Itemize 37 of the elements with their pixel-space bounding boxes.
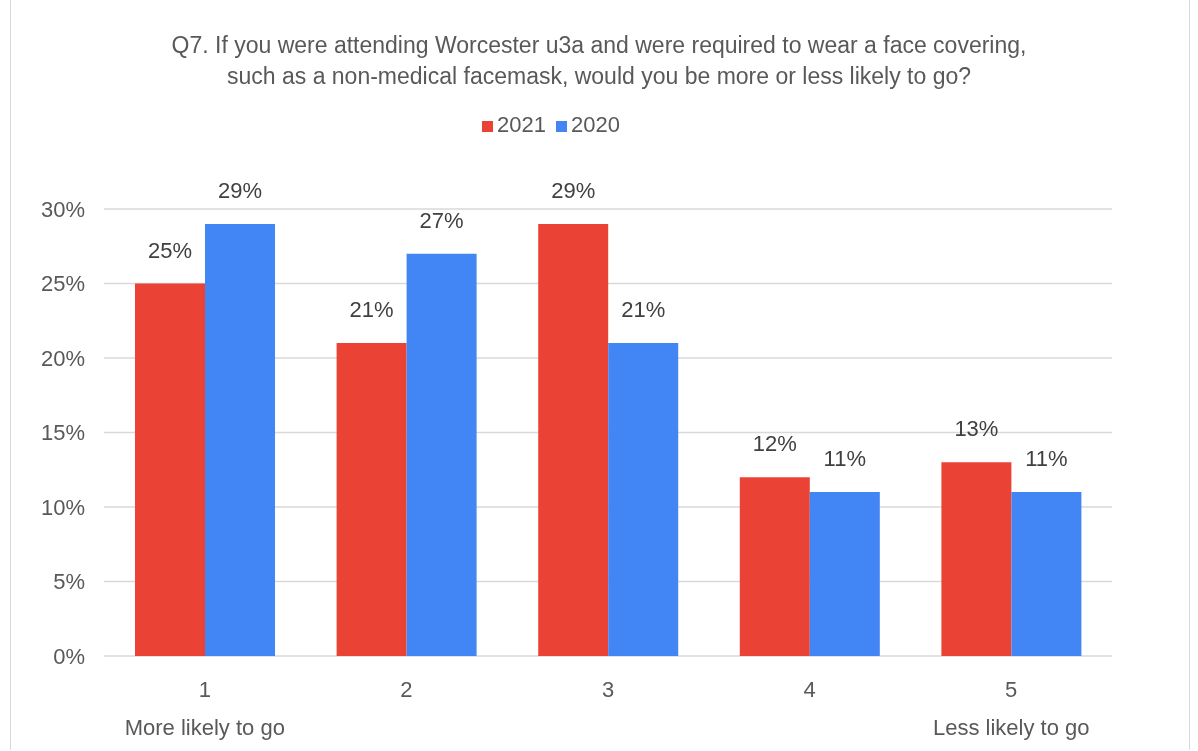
bar <box>135 283 205 656</box>
bar <box>608 343 679 656</box>
bar <box>1011 492 1082 656</box>
y-tick-label: 25% <box>40 271 85 297</box>
data-label: 27% <box>419 207 464 233</box>
x-tick-label: 1 <box>198 676 211 702</box>
legend-label: 2020 <box>571 112 620 137</box>
data-label: 21% <box>621 297 666 323</box>
bar <box>809 492 880 656</box>
data-label: 25% <box>147 237 193 263</box>
chart-title: Q7. If you were attending Worcester u3a and were required to wear a face covering, such as a non-medical facemask, would you be more or less likely to go? <box>170 31 1028 91</box>
y-tick-label: 5% <box>53 569 85 595</box>
text: Less likely to go <box>932 715 1090 741</box>
text: More likely to go <box>124 715 285 741</box>
data-label: 13% <box>954 416 999 442</box>
y-tick-label: 0% <box>53 643 85 669</box>
x-tick-label: 2 <box>400 676 413 702</box>
x-tick-label: 3 <box>601 676 615 702</box>
data-label: 21% <box>349 297 394 323</box>
x-tick-label: 4 <box>803 676 816 702</box>
y-tick-label: 20% <box>40 345 85 371</box>
data-label: 29% <box>551 177 596 203</box>
y-tick-label: 30% <box>40 196 85 222</box>
bar <box>336 343 407 656</box>
y-tick-label: 10% <box>40 494 85 520</box>
bar <box>739 477 810 656</box>
y-tick-label: 15% <box>40 420 85 446</box>
bar <box>406 253 477 656</box>
bar <box>205 223 275 656</box>
x-tick-label: 5 <box>1005 676 1018 702</box>
bar <box>941 462 1012 656</box>
legend-label: 2021 <box>497 112 546 137</box>
data-label: 29% <box>217 177 263 203</box>
data-label: 12% <box>752 431 797 457</box>
bar <box>538 223 609 656</box>
data-label: 11% <box>1025 446 1068 472</box>
data-label: 11% <box>823 446 866 472</box>
